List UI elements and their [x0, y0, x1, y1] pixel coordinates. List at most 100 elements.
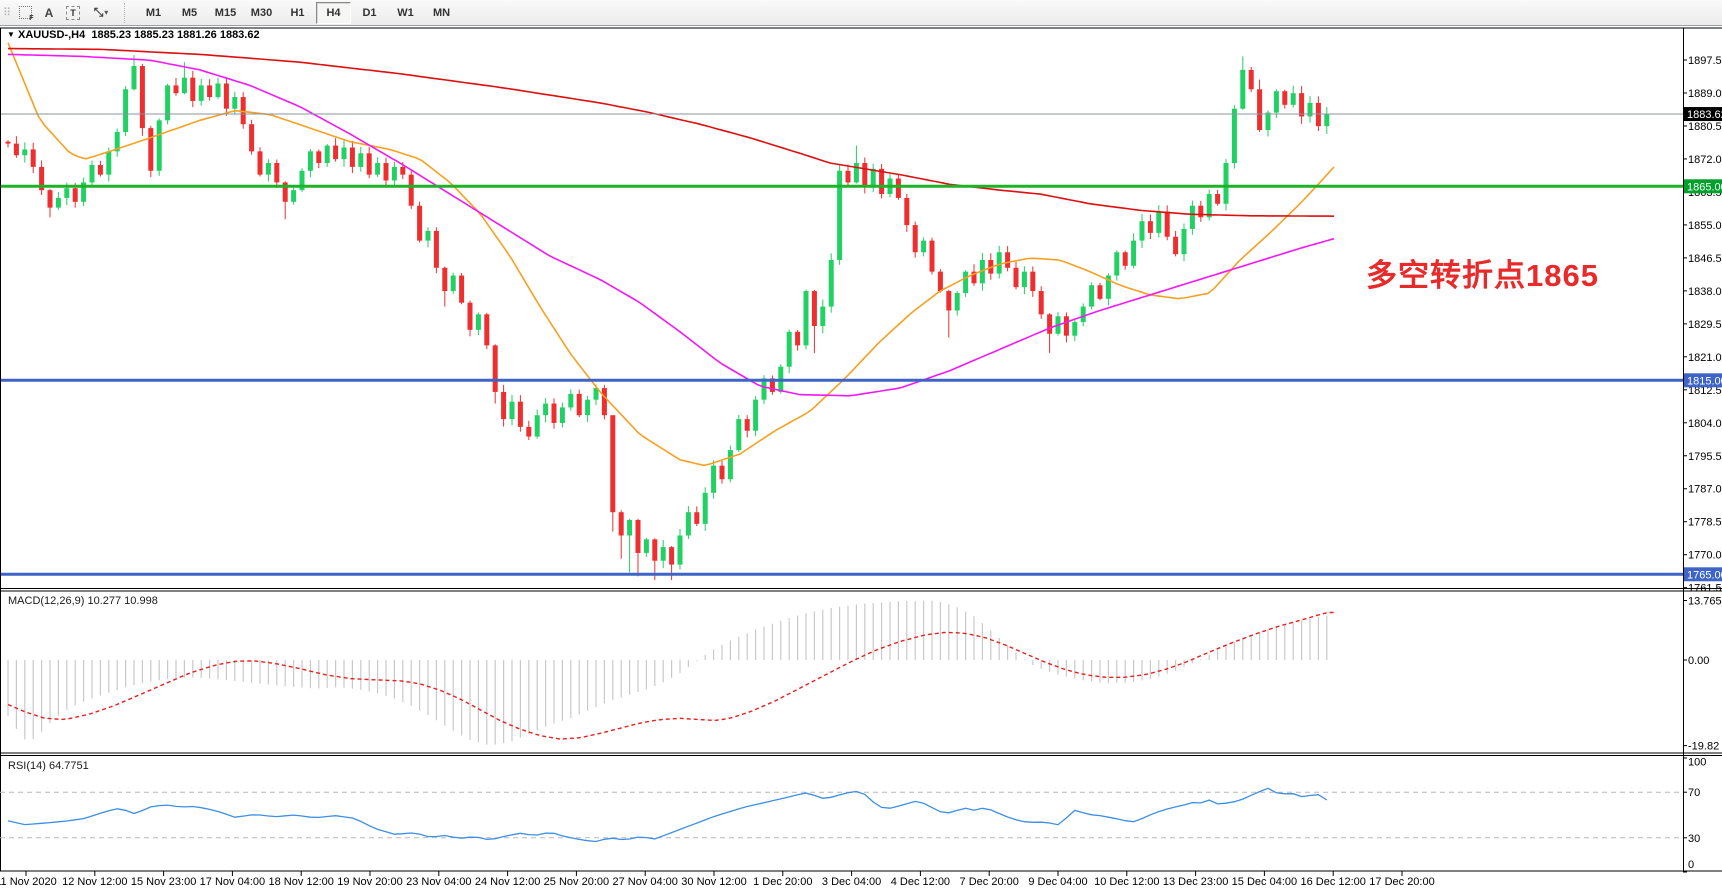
timeframe-button-w1[interactable]: W1	[397, 6, 414, 19]
macd-indicator-label: MACD(12,26,9) 10.277 10.998	[8, 595, 158, 607]
candle-body	[601, 388, 607, 416]
candle-body	[627, 519, 633, 536]
candle-body	[1181, 228, 1187, 255]
candle-body	[13, 143, 19, 156]
chevron-down-icon[interactable]: ▾	[104, 8, 109, 17]
price-tick-label: 1770.05	[1688, 550, 1722, 562]
rsi-axis-label: 30	[1688, 833, 1700, 845]
price-tick-label: 1761.55	[1688, 583, 1722, 595]
price-tag-bg	[1684, 107, 1722, 122]
rsi-axis-label: 70	[1688, 787, 1700, 799]
candle-body	[484, 314, 490, 346]
toolbar-drag-handle[interactable]: ⠿	[2, 7, 12, 19]
candle-body	[1013, 267, 1019, 288]
price-tick-label: 1889.05	[1688, 88, 1722, 100]
toolbar-separator	[124, 2, 131, 23]
candle-body	[190, 77, 196, 101]
timeframe-button-m30[interactable]: M30	[250, 6, 273, 19]
candle-body	[853, 163, 859, 183]
price-tag-bg	[1684, 373, 1722, 388]
candle-body	[358, 153, 364, 167]
candle-body	[459, 275, 465, 303]
candle-body	[30, 149, 36, 167]
time-label: 9 Dec 04:00	[1028, 876, 1087, 888]
candle-body	[299, 170, 305, 191]
timeframe-button-h1[interactable]: H1	[290, 6, 305, 19]
timeframe-button-d1[interactable]: D1	[362, 6, 377, 19]
timeframe-button-h4[interactable]: H4	[316, 1, 351, 24]
candle-body	[963, 271, 969, 293]
candle-body	[669, 547, 675, 565]
timeframe-button-m1[interactable]: M1	[145, 6, 162, 19]
price-tick-label: 1846.55	[1688, 253, 1722, 265]
ohlc-low: 1881.26	[177, 29, 217, 41]
candle-body	[274, 163, 280, 183]
candle-body	[904, 197, 910, 226]
candle-body	[593, 388, 599, 400]
candle-body	[660, 547, 666, 561]
candle-body	[165, 85, 171, 121]
timeframe-button-mn[interactable]: MN	[432, 6, 451, 19]
candle-body	[1164, 211, 1170, 237]
chart-annotation-text[interactable]: 多空转折点1865	[1366, 258, 1599, 293]
candle-body	[526, 426, 532, 437]
candle-body	[1005, 252, 1011, 268]
main-chart-panel	[0, 42, 1683, 581]
ma-mid-magenta	[7, 53, 1335, 397]
boxed-t-icon: T	[66, 5, 80, 20]
price-tag-bg	[1684, 179, 1722, 194]
candle-body	[114, 131, 120, 152]
letter-a-icon: A	[44, 5, 54, 20]
time-label: 12 Nov 12:00	[62, 876, 127, 888]
candle-body	[727, 450, 733, 480]
candle-body	[1122, 252, 1128, 266]
cursor-tool-button[interactable]: ⤡ ▾	[86, 3, 116, 23]
candle-body	[1038, 291, 1044, 315]
candle-body	[979, 260, 985, 284]
time-label: 15 Nov 23:00	[131, 876, 196, 888]
rsi-panel	[0, 787, 1683, 843]
time-label: 15 Dec 04:00	[1232, 876, 1297, 888]
candle-body	[467, 302, 473, 330]
candle-body	[148, 128, 154, 171]
candle-body	[1072, 322, 1078, 336]
candle-body	[1248, 69, 1254, 90]
candle-body	[870, 168, 876, 187]
candle-body	[921, 240, 927, 253]
candle-body	[1173, 236, 1179, 255]
candle-body	[559, 407, 565, 423]
price-tick-label: 1829.55	[1688, 319, 1722, 331]
candle-body	[1290, 93, 1296, 105]
candle-body	[643, 539, 649, 553]
candle-body	[517, 401, 523, 427]
time-label: 30 Nov 12:00	[681, 876, 746, 888]
candle-body	[450, 275, 456, 292]
candle-body	[711, 465, 717, 493]
candle-body	[862, 163, 868, 187]
candle-body	[249, 124, 255, 152]
text-label-icon[interactable]: A	[38, 3, 60, 23]
candle-body	[1273, 91, 1279, 113]
time-label: 24 Nov 12:00	[475, 876, 540, 888]
candle-body	[265, 163, 271, 175]
candle-body	[181, 77, 187, 94]
candle-body	[1156, 211, 1162, 233]
text-box-icon[interactable]: T	[62, 3, 84, 23]
candle-body	[39, 166, 45, 191]
macd-axis-label: -19.82	[1688, 741, 1719, 753]
candle-body	[702, 492, 708, 524]
candle-body	[635, 519, 641, 553]
chart-grid-icon[interactable]: F	[14, 3, 36, 23]
collapse-triangle-icon[interactable]: ▼	[7, 30, 15, 39]
timeframe-button-m15[interactable]: M15	[214, 6, 237, 19]
time-label: 4 Dec 12:00	[891, 876, 950, 888]
candle-body	[795, 331, 801, 346]
timeframe-button-m5[interactable]: M5	[181, 6, 198, 19]
candle-body	[198, 85, 204, 101]
candle-body	[761, 378, 767, 400]
price-tick-label: 1897.55	[1688, 55, 1722, 67]
candle-body	[240, 97, 246, 125]
candle-body	[996, 252, 1002, 274]
price-tick-label: 1880.55	[1688, 121, 1722, 133]
